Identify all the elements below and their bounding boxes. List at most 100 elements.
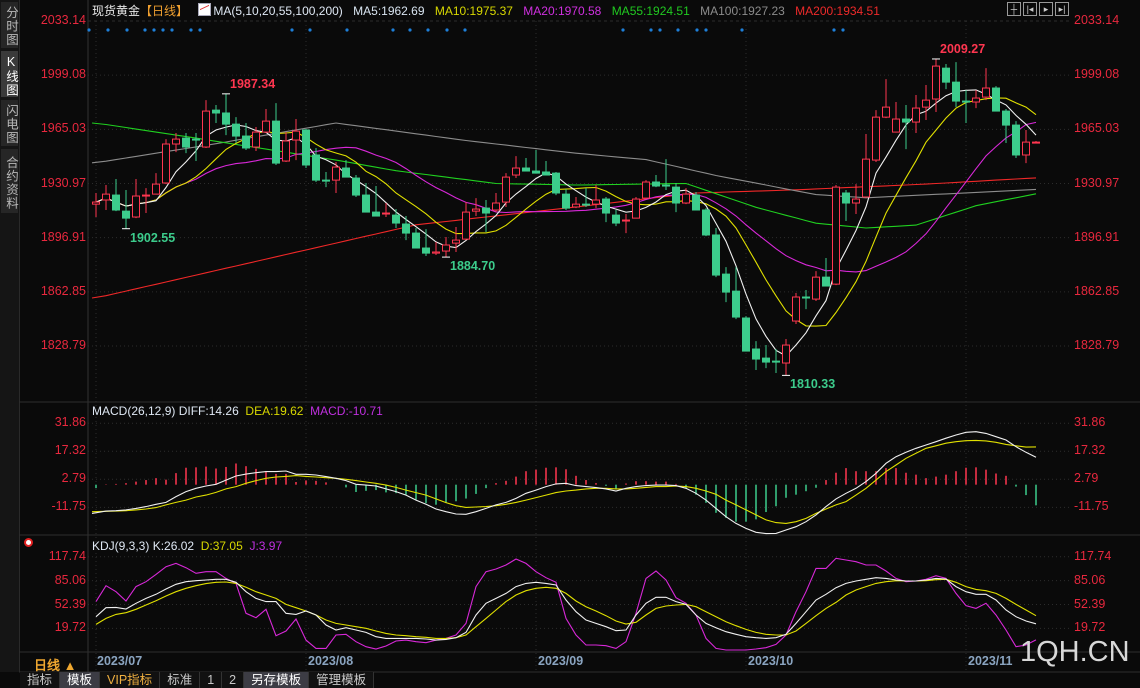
period-selector[interactable]: 日线 ▲	[34, 658, 77, 673]
candle-up	[332, 166, 340, 181]
candle-up	[642, 181, 650, 199]
candle-down	[552, 172, 560, 194]
tab-vip-indicators[interactable]: VIP指标	[100, 672, 161, 688]
manage-templates-button[interactable]: 管理模板	[309, 672, 375, 688]
event-marker	[621, 28, 625, 32]
candle-down	[302, 129, 310, 166]
ma20-line	[95, 121, 1037, 273]
tab-layout-1[interactable]: 1	[200, 672, 223, 688]
crosshair-icon[interactable]: ┼	[1007, 2, 1021, 16]
tab-contract-info[interactable]: 合约资料	[1, 149, 18, 213]
period-label: 【日线】	[140, 4, 189, 18]
low-price-label: 1884.70	[450, 259, 496, 274]
candle-up	[882, 106, 890, 118]
chart-type-icon[interactable]	[198, 3, 212, 16]
play-icon[interactable]: ▸	[1039, 2, 1053, 16]
candle-up	[782, 344, 790, 364]
candle-up	[812, 276, 820, 300]
candle-down	[712, 234, 720, 276]
event-marker	[125, 28, 129, 32]
candle-up	[982, 87, 990, 98]
price-tick-left: 1930.97	[40, 175, 86, 190]
candle-down	[1002, 110, 1010, 126]
candle-down	[1012, 124, 1020, 156]
view-sidebar: 分时图 K线图 闪电图 合约资料	[0, 0, 20, 672]
candle-up	[592, 199, 600, 205]
date-label: 2023/07	[97, 654, 143, 668]
candle-down	[602, 198, 610, 214]
candle-up	[572, 203, 580, 208]
kdj-tick-right: 52.39	[1074, 596, 1106, 611]
candle-down	[952, 81, 960, 102]
candle-down	[362, 194, 370, 213]
candle-up	[142, 194, 150, 197]
candle-up	[432, 251, 440, 254]
candle-up	[442, 244, 450, 252]
kdj-d-value: D:37.05	[200, 539, 243, 553]
candle-up	[102, 193, 110, 201]
candle-up	[1022, 141, 1030, 156]
candle-up	[892, 118, 900, 133]
event-marker	[106, 28, 110, 32]
event-marker	[161, 28, 165, 32]
candle-down	[822, 276, 830, 287]
event-marker	[391, 28, 395, 32]
candle-up	[472, 208, 480, 212]
tab-flash-chart[interactable]: 闪电图	[1, 100, 18, 146]
tab-kline[interactable]: K线图	[1, 51, 18, 97]
low-price-label: 1902.55	[130, 230, 176, 245]
event-marker	[290, 28, 294, 32]
candle-down	[342, 167, 350, 178]
kdj-params: KDJ(9,3,3)	[92, 539, 150, 553]
kdj-tick-right: 19.72	[1074, 620, 1106, 635]
candle-down	[772, 360, 780, 363]
kdj-tick-left: 52.39	[54, 596, 86, 611]
candle-up	[132, 195, 140, 218]
kdj-tick-left: 85.06	[54, 572, 86, 587]
zoom-left-icon[interactable]: |◂	[1023, 2, 1037, 16]
event-marker	[87, 28, 91, 32]
macd-diff-line	[91, 431, 1037, 535]
macd-tick-left: 31.86	[54, 415, 86, 430]
candle-up	[932, 65, 940, 100]
candle-down	[522, 167, 530, 172]
candle-up	[862, 158, 870, 198]
candle-up	[202, 110, 210, 148]
ma20-value: MA20:1970.58	[523, 4, 602, 18]
candle-down	[192, 138, 200, 141]
event-marker	[445, 28, 449, 32]
ma55-value: MA55:1924.51	[611, 4, 690, 18]
candle-up	[92, 201, 100, 205]
price-tick-left: 1862.85	[40, 283, 86, 298]
candle-up	[162, 143, 170, 184]
tab-indicators[interactable]: 指标	[20, 672, 61, 688]
candle-down	[272, 120, 280, 164]
candle-down	[122, 210, 130, 219]
candle-down	[662, 184, 670, 187]
tab-time-sharing[interactable]: 分时图	[1, 2, 18, 48]
candle-up	[912, 107, 920, 123]
event-marker	[152, 28, 156, 32]
macd-tick-right: 17.32	[1074, 443, 1106, 458]
event-marker	[832, 28, 836, 32]
candle-down	[992, 87, 1000, 112]
tab-standard[interactable]: 标准	[160, 672, 201, 688]
candle-up	[512, 167, 520, 176]
kdj-settings-icon[interactable]	[24, 538, 33, 547]
tab-templates[interactable]: 模板	[60, 672, 101, 688]
ma200-value: MA200:1934.51	[795, 4, 880, 18]
ma-params: MA(5,10,20,55,100,200)	[213, 4, 343, 18]
zoom-right-icon[interactable]: ▸|	[1055, 2, 1069, 16]
candle-down	[422, 247, 430, 254]
macd-dea-value: DEA:19.62	[245, 404, 304, 418]
price-tick-right: 2033.14	[1074, 13, 1120, 27]
event-marker	[704, 28, 708, 32]
event-marker	[143, 28, 147, 32]
tab-layout-2[interactable]: 2	[222, 672, 245, 688]
candle-up	[622, 219, 630, 222]
candle-down	[182, 137, 190, 148]
event-marker	[841, 28, 845, 32]
candle-up	[282, 140, 290, 162]
save-template-button[interactable]: 另存模板	[244, 672, 310, 688]
